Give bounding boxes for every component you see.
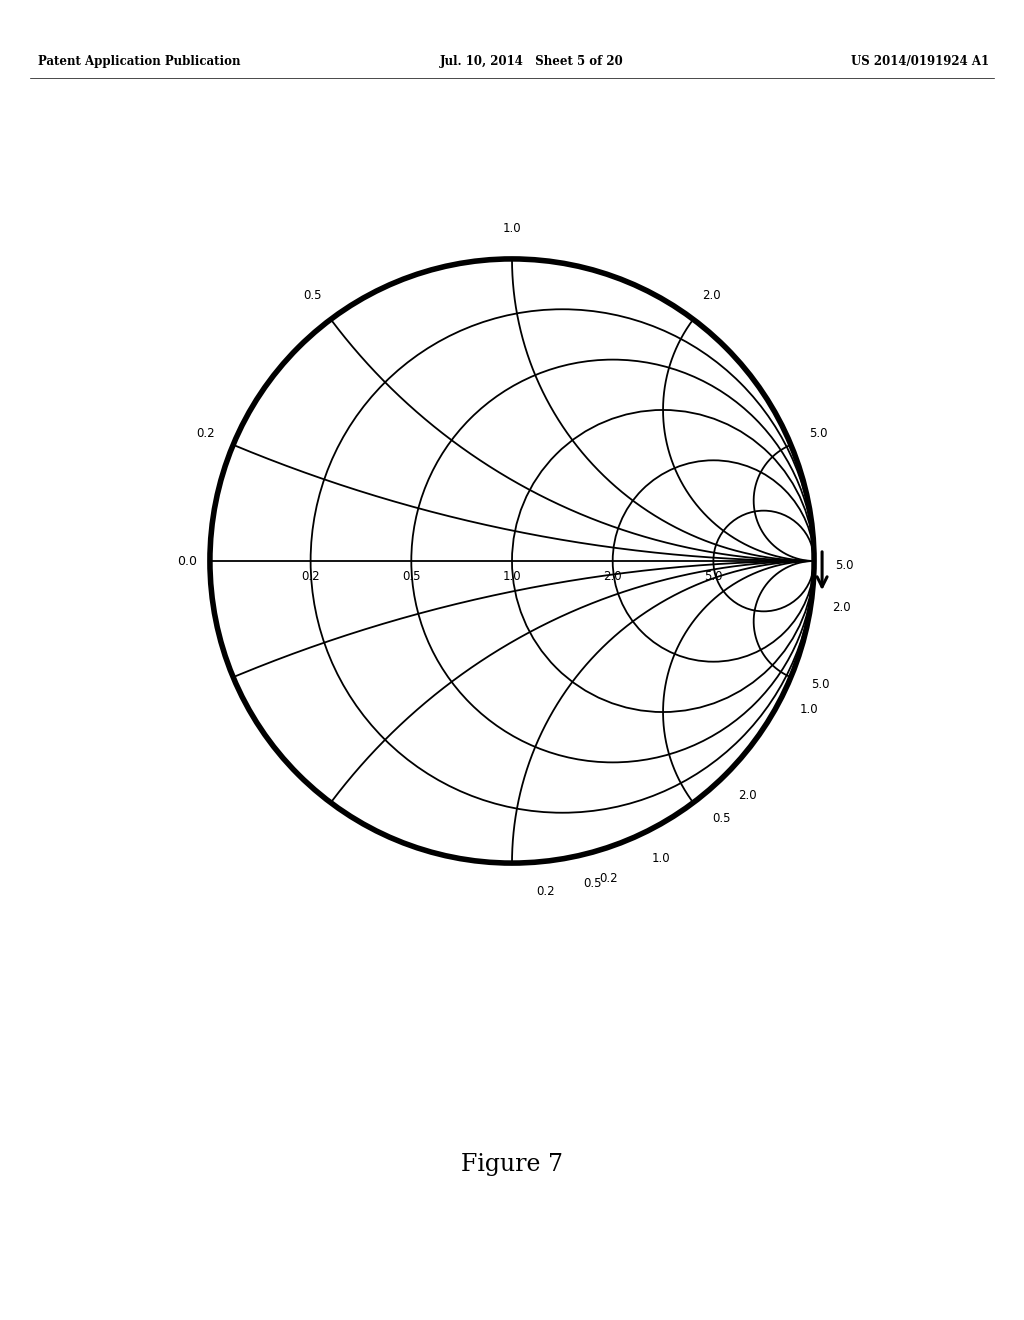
Text: 5.0: 5.0: [705, 570, 723, 583]
Text: US 2014/0191924 A1: US 2014/0191924 A1: [851, 55, 989, 69]
Text: 5.0: 5.0: [810, 426, 828, 440]
Text: Figure 7: Figure 7: [461, 1154, 563, 1176]
Text: 1.0: 1.0: [800, 704, 818, 717]
Text: 0.2: 0.2: [196, 426, 215, 440]
Text: 0.0: 0.0: [177, 554, 197, 568]
Text: Jul. 10, 2014   Sheet 5 of 20: Jul. 10, 2014 Sheet 5 of 20: [440, 55, 624, 69]
Text: 2.0: 2.0: [831, 602, 850, 615]
Text: 2.0: 2.0: [737, 789, 757, 803]
Text: 0.5: 0.5: [713, 812, 731, 825]
Text: 0.5: 0.5: [303, 289, 322, 302]
Text: 0.5: 0.5: [402, 570, 421, 583]
Text: 0.2: 0.2: [301, 570, 319, 583]
Text: 5.0: 5.0: [835, 560, 854, 573]
Text: 0.2: 0.2: [536, 886, 554, 898]
Text: Patent Application Publication: Patent Application Publication: [38, 55, 241, 69]
Text: 1.0: 1.0: [503, 570, 521, 583]
Text: 0.5: 0.5: [584, 876, 602, 890]
Text: 1.0: 1.0: [651, 851, 670, 865]
Text: 5.0: 5.0: [811, 678, 829, 690]
Text: 1.0: 1.0: [503, 222, 521, 235]
Text: 0.2: 0.2: [599, 873, 617, 886]
Text: 2.0: 2.0: [702, 289, 721, 302]
Text: 2.0: 2.0: [603, 570, 622, 583]
